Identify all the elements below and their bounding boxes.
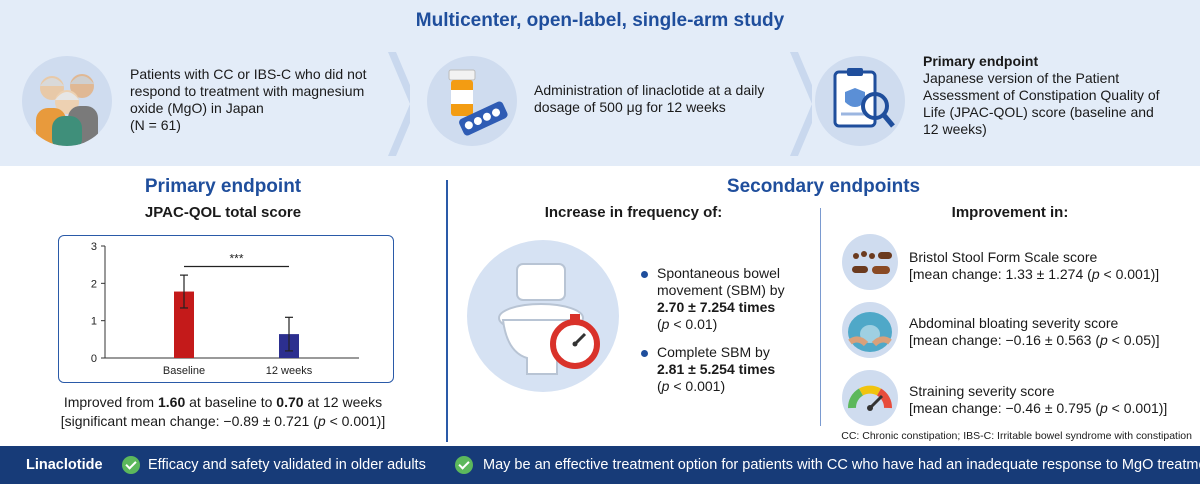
jpac-qol-chart-box: 0 1 2 3 Baseline 12 weeks *** — [58, 235, 394, 383]
population-description: Patients with CC or IBS-C who did not re… — [130, 66, 367, 116]
toilet-stopwatch-icon — [467, 240, 619, 392]
p-symbol: p — [1099, 332, 1108, 348]
value-text: [mean change: 1.33 ± 1.274 ( — [909, 266, 1092, 282]
administration-text: Administration of linaclotide at a daily… — [534, 82, 765, 115]
straining-result: Straining severity score [mean change: −… — [909, 383, 1199, 417]
value-text: < 0.001)] — [1099, 266, 1160, 282]
population-n: (N = 61) — [130, 117, 181, 133]
p-symbol: p — [1091, 266, 1100, 282]
study-design-band: Multicenter, open-label, single-arm stud… — [0, 0, 1200, 166]
p-text: < 0.01) — [669, 316, 718, 332]
bristol-value: [mean change: 1.33 ± 1.274 (p < 0.001)] — [909, 266, 1199, 283]
jpac-qol-chart: 0 1 2 3 Baseline 12 weeks *** — [91, 241, 359, 377]
stool-icon — [842, 234, 898, 290]
bristol-title: Bristol Stool Form Scale score — [909, 249, 1098, 265]
value-text: [mean change: −0.46 ± 0.795 ( — [909, 400, 1100, 416]
result-text: at baseline to — [185, 394, 277, 410]
bloating-result: Abdominal bloating severity score [mean … — [909, 315, 1199, 349]
bloating-icon — [842, 302, 898, 358]
pill-bottle-icon — [427, 56, 517, 146]
study-design-title: Multicenter, open-label, single-arm stud… — [415, 10, 785, 31]
y-tick-label: 1 — [91, 316, 97, 328]
conclusion-point-2: May be an effective treatment option for… — [483, 457, 1200, 473]
p-text: ( — [657, 316, 662, 332]
gauge-icon — [842, 370, 898, 426]
p-symbol: p — [317, 413, 326, 429]
conclusion-point-1: Efficacy and safety validated in older a… — [148, 457, 426, 473]
secondary-endpoints-title: Secondary endpoints — [726, 176, 921, 197]
y-tick-label: 3 — [91, 241, 97, 253]
significance-label: *** — [229, 252, 243, 266]
csbm-value: 2.81 ± 5.254 times — [657, 361, 776, 377]
p-text: ( — [657, 378, 662, 394]
week12-value: 0.70 — [276, 394, 304, 410]
secondary-divider — [820, 208, 821, 426]
sbm-line: movement (SBM) by — [657, 282, 785, 298]
y-tick-label: 2 — [91, 278, 97, 290]
bristol-result: Bristol Stool Form Scale score [mean cha… — [909, 249, 1199, 283]
primary-result-line-1: Improved from 1.60 at baseline to 0.70 a… — [0, 394, 446, 410]
value-text: < 0.05)] — [1107, 332, 1160, 348]
value-text: < 0.001)] — [1107, 400, 1168, 416]
csbm-result: Complete SBM by 2.81 ± 5.254 times (p < … — [657, 344, 817, 395]
arrow-chevron-icon — [388, 52, 410, 156]
bar-baseline — [174, 291, 194, 358]
section-divider — [446, 180, 448, 442]
sbm-value: 2.70 ± 7.254 times — [657, 299, 776, 315]
older-adults-icon — [22, 56, 112, 146]
clipboard-search-icon — [815, 56, 905, 146]
population-text: Patients with CC or IBS-C who did not re… — [130, 66, 380, 134]
x-tick-label: Baseline — [163, 365, 205, 377]
improvement-subtitle: Improvement in: — [951, 204, 1069, 221]
result-text: [significant mean change: −0.89 ± 0.721 … — [60, 413, 318, 429]
arrow-chevron-icon — [790, 52, 812, 156]
frequency-subtitle: Increase in frequency of: — [544, 204, 723, 221]
result-text: at 12 weeks — [303, 394, 383, 410]
jpac-qol-subtitle: JPAC-QOL total score — [144, 204, 302, 221]
primary-endpoint-step-description: Japanese version of the Patient Assessme… — [923, 70, 1160, 137]
straining-value: [mean change: −0.46 ± 0.795 (p < 0.001)] — [909, 400, 1199, 417]
abbreviation-footnote: CC: Chronic constipation; IBS-C: Irritab… — [841, 430, 1192, 442]
x-tick-label: 12 weeks — [266, 365, 313, 377]
primary-endpoint-step-title: Primary endpoint — [923, 53, 1039, 69]
csbm-p-value: (p < 0.001) — [657, 378, 817, 395]
bullet-dot — [641, 271, 648, 278]
sbm-p-value: (p < 0.01) — [657, 316, 817, 333]
result-text: < 0.001)] — [325, 413, 386, 429]
primary-endpoint-step-text: Primary endpoint Japanese version of the… — [923, 53, 1173, 138]
sbm-result: Spontaneous bowel movement (SBM) by 2.70… — [657, 265, 817, 333]
result-text: Improved from — [63, 394, 158, 410]
sbm-line: Spontaneous bowel — [657, 265, 780, 281]
bullet-dot — [641, 350, 648, 357]
bloating-title: Abdominal bloating severity score — [909, 315, 1119, 331]
bloating-value: [mean change: −0.16 ± 0.563 (p < 0.05)] — [909, 332, 1199, 349]
straining-title: Straining severity score — [909, 383, 1055, 399]
primary-result-line-2: [significant mean change: −0.89 ± 0.721 … — [0, 413, 446, 429]
csbm-line: Complete SBM by — [657, 344, 770, 360]
p-text: < 0.001) — [669, 378, 726, 394]
primary-endpoint-title: Primary endpoint — [144, 176, 302, 197]
value-text: [mean change: −0.16 ± 0.563 ( — [909, 332, 1100, 348]
check-icon — [122, 456, 140, 474]
drug-name: Linaclotide — [26, 457, 103, 473]
conclusion-bar: Linaclotide Efficacy and safety validate… — [0, 446, 1200, 484]
p-symbol: p — [661, 378, 670, 394]
p-symbol: p — [1099, 400, 1108, 416]
check-icon — [455, 456, 473, 474]
p-symbol: p — [661, 316, 670, 332]
baseline-value: 1.60 — [157, 394, 186, 410]
y-tick-label: 0 — [91, 353, 97, 365]
